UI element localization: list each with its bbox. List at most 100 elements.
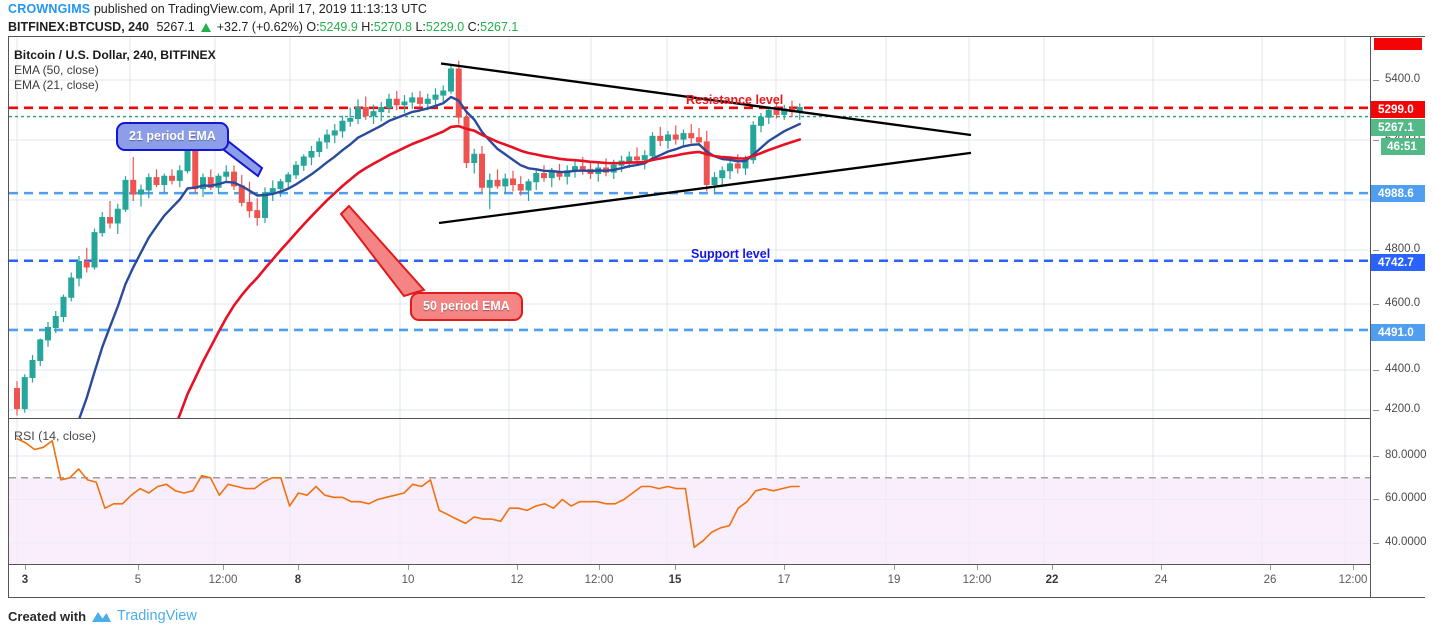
candle-85 [672, 125, 679, 145]
candle-3 [37, 338, 44, 366]
candle-34 [277, 179, 284, 197]
time-tick [675, 565, 676, 570]
legend-ema21[interactable]: EMA (21, close) [14, 78, 99, 92]
candle-76 [603, 158, 609, 177]
candle-4 [45, 322, 51, 347]
price-badge-5299.0[interactable]: 5299.0 [1371, 101, 1425, 118]
candle-body-66 [525, 181, 532, 191]
rsi-pane[interactable] [9, 419, 1370, 564]
candle-71 [564, 165, 571, 185]
time-label-1200: 12:00 [208, 574, 238, 586]
candle-body-52 [417, 97, 423, 104]
time-label-12: 12 [510, 574, 524, 586]
time-label-10: 10 [401, 574, 415, 586]
candle-body-25 [207, 177, 214, 188]
price-badge-4742.7[interactable]: 4742.7 [1371, 254, 1425, 271]
open-label: O: [306, 20, 320, 34]
candle-72 [572, 159, 578, 178]
candle-46 [370, 104, 377, 124]
candle-body-59 [471, 153, 478, 163]
price-label-4200.0: 4200.0 [1385, 403, 1421, 415]
candle-body-11 [99, 217, 106, 234]
legend-rsi[interactable]: RSI (14, close) [14, 429, 96, 443]
close-value: 5267.1 [480, 20, 519, 34]
candle-body-43 [347, 118, 354, 122]
candle-10 [91, 228, 98, 270]
candle-body-53 [424, 98, 431, 104]
rsi-label-80.0000: 80.0000 [1385, 449, 1427, 461]
candle-29 [238, 174, 245, 207]
legend-title[interactable]: Bitcoin / U.S. Dollar, 240, BITFINEX [14, 48, 216, 62]
candle-13 [114, 203, 121, 234]
candle-body-90 [711, 177, 718, 185]
candle-body-30 [246, 201, 253, 212]
price-pane[interactable] [9, 37, 1370, 418]
rsi-chart-canvas [9, 419, 1370, 564]
candle-body-65 [517, 184, 524, 191]
candle-body-50 [401, 101, 408, 106]
candle-body-13 [114, 208, 121, 224]
candle-8 [76, 256, 82, 287]
candle-56 [448, 64, 454, 94]
candle-body-85 [672, 134, 679, 140]
tradingview-brand[interactable]: TradingView [117, 608, 197, 624]
candle-97 [765, 107, 772, 124]
price-badge-5267.1[interactable]: 5267.1 [1371, 119, 1425, 136]
rsi-label-40.0000: 40.0000 [1385, 536, 1427, 548]
support-level-label[interactable]: Support level [691, 247, 771, 261]
price-tick [1373, 304, 1379, 305]
candle-21 [176, 165, 183, 188]
candle-51 [409, 92, 416, 109]
candle-86 [680, 129, 687, 148]
resistance-trendline [440, 62, 972, 137]
created-with-label: Created with [8, 608, 87, 624]
candle-body-68 [541, 173, 547, 179]
price-badge-4491.0[interactable]: 4491.0 [1371, 324, 1425, 341]
ema50-callout[interactable]: 50 period EMA [410, 292, 523, 321]
candle-16 [138, 184, 144, 207]
candle-91 [719, 166, 726, 188]
time-tick [517, 565, 518, 570]
rsi-label-60.0000: 60.0000 [1385, 492, 1427, 504]
candle-84 [665, 130, 671, 149]
candle-body-51 [409, 97, 416, 103]
price-tick [1373, 80, 1379, 81]
author-name[interactable]: CROWNGIMS [8, 2, 91, 16]
candle-2 [29, 355, 36, 383]
ema21-callout[interactable]: 21 period EMA [116, 122, 229, 151]
candle-body-80 [634, 156, 640, 161]
price-badge-4988.6[interactable]: 4988.6 [1371, 185, 1425, 202]
symbol-label[interactable]: BITFINEX:BTCUSD, 240 [8, 20, 149, 34]
candle-body-18 [153, 177, 160, 185]
candle-19 [161, 173, 168, 193]
candle-body-8 [76, 261, 82, 279]
open-value: 5249.9 [319, 20, 358, 34]
candle-body-87 [688, 133, 695, 139]
close-label: C: [467, 20, 481, 34]
time-tick [784, 565, 785, 570]
candle-45 [362, 96, 369, 120]
time-tick [298, 565, 299, 570]
candle-body-58 [463, 116, 470, 163]
legend-ema50[interactable]: EMA (50, close) [14, 63, 99, 77]
candle-body-12 [107, 217, 113, 224]
candle-body-21 [176, 170, 183, 181]
candle-body-31 [254, 210, 261, 218]
candle-48 [386, 93, 392, 113]
candle-body-42 [339, 120, 346, 132]
price-chart-canvas [9, 37, 1370, 418]
candle-body-86 [680, 133, 687, 140]
time-axis[interactable]: 3 5 12:00 8 10 12 12:00 15 17 19 12:00 22 24 26 12:00 [9, 565, 1370, 597]
price-badge-46:51[interactable]: 46:51 [1381, 138, 1425, 155]
candle-50 [401, 95, 408, 113]
price-scale[interactable]: 5400.05200.05000.04800.04600.04400.04200… [1371, 37, 1427, 597]
candle-body-91 [719, 170, 726, 179]
resistance-level-label[interactable]: Resistance level [686, 93, 784, 107]
candle-61 [486, 173, 493, 210]
candle-87 [688, 124, 695, 144]
candle-body-32 [262, 192, 268, 218]
candle-89 [703, 130, 710, 192]
candle-body-19 [161, 175, 168, 185]
candle-88 [696, 128, 702, 146]
candle-body-7 [68, 277, 75, 298]
